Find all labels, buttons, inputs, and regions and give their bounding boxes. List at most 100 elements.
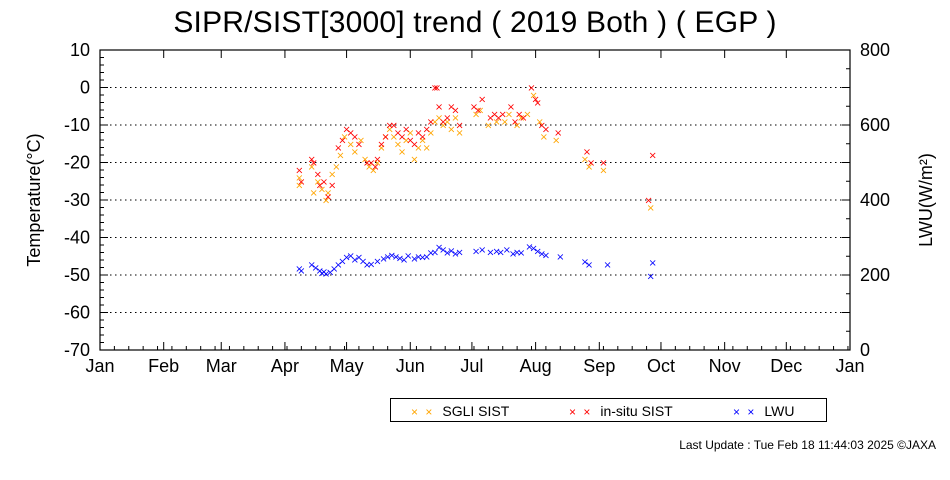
- data-point: ×: [346, 251, 354, 262]
- data-point: ×: [519, 113, 527, 124]
- data-point: ×: [363, 158, 371, 169]
- data-point: ×: [400, 255, 408, 266]
- data-point: ×: [336, 151, 344, 162]
- data-point: ×: [373, 154, 381, 165]
- data-point: ×: [499, 109, 507, 120]
- data-point: ×: [297, 266, 305, 277]
- data-point: ×: [603, 260, 611, 271]
- data-point: ×: [334, 260, 342, 271]
- data-point: ×: [328, 169, 336, 180]
- data-point: ×: [367, 158, 375, 169]
- data-point: ×: [414, 143, 422, 154]
- data-point: ×: [342, 124, 350, 135]
- data-point: ×: [644, 196, 652, 207]
- data-point: ×: [398, 147, 406, 158]
- data-point: ×: [322, 269, 330, 280]
- data-point: ×: [447, 246, 455, 257]
- data-point: ×: [455, 128, 463, 139]
- data-point: ×: [538, 249, 546, 260]
- data-point: ×: [585, 162, 593, 173]
- data-point: ×: [307, 162, 315, 173]
- data-point: ×: [649, 258, 657, 269]
- data-point: ×: [342, 253, 350, 264]
- data-point: ×: [310, 188, 318, 199]
- x-tick-label: Dec: [770, 356, 802, 376]
- data-point: ×: [388, 250, 396, 261]
- data-point: ×: [326, 268, 334, 279]
- y2-tick-label: 600: [860, 115, 890, 135]
- data-point: ×: [492, 247, 500, 258]
- y-tick-label: 10: [70, 40, 90, 60]
- data-point: ×: [581, 154, 589, 165]
- data-point: ×: [295, 264, 303, 275]
- data-point: ×: [414, 128, 422, 139]
- data-point: ×: [351, 147, 359, 158]
- data-point: ×: [392, 252, 400, 263]
- y2-axis-label: LWU(W/m²): [916, 153, 936, 247]
- data-point: ×: [394, 139, 402, 150]
- data-point: ×: [527, 83, 535, 94]
- legend: × × SGLI SIST × × in-situ SIST × × LWU: [390, 398, 827, 422]
- legend-item-sgli: × × SGLI SIST: [411, 403, 509, 419]
- data-point: ×: [355, 139, 363, 150]
- data-point: ×: [414, 252, 422, 263]
- x-tick-label: Nov: [709, 356, 741, 376]
- data-point: ×: [542, 250, 550, 261]
- data-point: ×: [455, 247, 463, 258]
- data-point: ×: [474, 106, 482, 117]
- data-point: ×: [386, 121, 394, 132]
- data-point: ×: [322, 196, 330, 207]
- data-point: ×: [503, 245, 511, 256]
- legend-label: SGLI SIST: [442, 403, 510, 419]
- data-point: ×: [381, 132, 389, 143]
- x-tick-label: Apr: [271, 356, 299, 376]
- data-point: ×: [361, 154, 369, 165]
- x-tick-label: Sep: [583, 356, 615, 376]
- y2-tick-label: 0: [860, 340, 870, 360]
- data-point: ×: [517, 248, 525, 259]
- legend-item-insitu: × × in-situ SIST: [569, 403, 673, 419]
- data-point: ×: [513, 247, 521, 258]
- data-point: ×: [554, 128, 562, 139]
- legend-item-lwu: × × LWU: [733, 403, 794, 419]
- data-point: ×: [531, 94, 539, 105]
- data-point: ×: [423, 143, 431, 154]
- data-point: ×: [363, 260, 371, 271]
- data-point: ×: [330, 264, 338, 275]
- data-point: ×: [451, 106, 459, 117]
- data-point: ×: [394, 128, 402, 139]
- data-point: ×: [556, 252, 564, 263]
- data-point: ×: [505, 109, 513, 120]
- data-point: ×: [340, 132, 348, 143]
- data-point: ×: [346, 139, 354, 150]
- data-point: ×: [427, 128, 435, 139]
- legend-label: LWU: [764, 403, 795, 419]
- data-point: ×: [324, 188, 332, 199]
- data-point: ×: [418, 136, 426, 147]
- data-point: ×: [533, 98, 541, 109]
- data-point: ×: [646, 271, 654, 282]
- data-point: ×: [492, 117, 500, 128]
- data-point: ×: [383, 252, 391, 263]
- data-point: ×: [478, 94, 486, 105]
- legend-label: in-situ SIST: [600, 403, 673, 419]
- legend-marker: × ×: [411, 405, 435, 419]
- data-point: ×: [338, 256, 346, 267]
- data-point: ×: [447, 124, 455, 135]
- data-point: ×: [490, 109, 498, 120]
- data-point: ×: [402, 124, 410, 135]
- data-point: ×: [455, 121, 463, 132]
- data-point: ×: [581, 257, 589, 268]
- data-point: ×: [365, 162, 373, 173]
- data-point: ×: [523, 109, 531, 120]
- data-point: ×: [310, 158, 318, 169]
- y-tick-label: -40: [64, 228, 90, 248]
- data-point: ×: [373, 158, 381, 169]
- data-point: ×: [351, 255, 359, 266]
- y-tick-label: -70: [64, 340, 90, 360]
- data-point: ×: [320, 177, 328, 188]
- x-tick-label: Jul: [460, 356, 483, 376]
- legend-marker: × ×: [733, 405, 757, 419]
- data-point: ×: [295, 181, 303, 192]
- data-point: ×: [433, 83, 441, 94]
